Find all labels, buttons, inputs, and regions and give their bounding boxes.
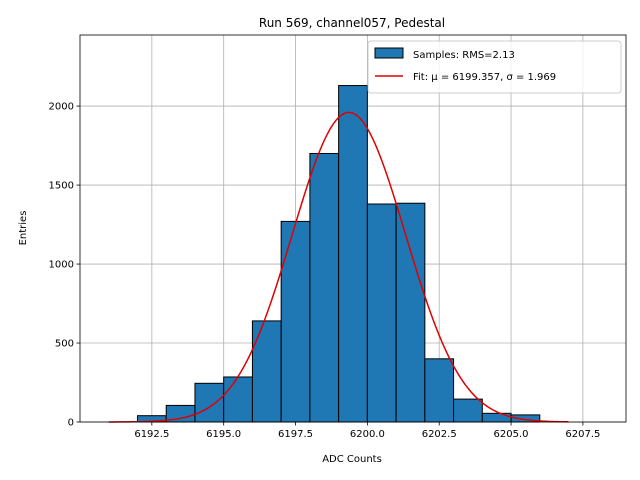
x-tick-label: 6207.5 [565, 429, 600, 440]
legend-label-fit: Fit: μ = 6199.357, σ = 1.969 [413, 72, 556, 83]
histogram-bar [280, 220, 311, 423]
y-axis-label: Entries [18, 211, 29, 246]
histogram-bar [424, 358, 455, 423]
chart-title: Run 569, channel057, Pedestal [259, 16, 445, 30]
histogram-bar [453, 398, 483, 423]
histogram-bar [366, 203, 397, 423]
plot-area: 6192.5 6195.0 6197.5 6200.0 6202.5 6205.0 6207… [49, 34, 627, 440]
x-axis-label: ADC Counts [322, 454, 382, 465]
plot-frame [79, 34, 627, 423]
histogram-bar [395, 202, 426, 423]
x-tick-label: 6202.5 [422, 429, 457, 440]
legend-swatch-histogram [374, 47, 404, 59]
gaussian-fit-curve [108, 111, 569, 423]
legend-box [367, 40, 622, 94]
y-tick-label: 0 [68, 418, 74, 429]
legend: Samples: RMS=2.13 Fit: μ = 6199.357, σ =… [367, 40, 622, 94]
y-tick-label: 2000 [49, 102, 74, 113]
y-tick-label: 500 [55, 339, 74, 350]
histogram-bars [136, 85, 541, 423]
histogram-bar [223, 376, 253, 423]
x-tick-label: 6192.5 [134, 429, 169, 440]
x-tick-label: 6200.0 [350, 429, 385, 440]
histogram-bar [309, 152, 340, 423]
x-axis-ticks: 6192.5 6195.0 6197.5 6200.0 6202.5 6205.0 6207… [134, 422, 600, 440]
x-tick-label: 6197.5 [278, 429, 313, 440]
x-tick-label: 6195.0 [206, 429, 241, 440]
x-tick-label: 6205.0 [494, 429, 529, 440]
histogram-bar [338, 85, 368, 423]
histogram-bar [481, 412, 512, 423]
legend-label-histogram: Samples: RMS=2.13 [413, 50, 515, 61]
histogram-bar [194, 382, 225, 423]
y-tick-label: 1000 [49, 260, 74, 271]
y-axis-ticks: 0 500 1000 1500 2000 [49, 102, 80, 429]
histogram-bar [251, 320, 282, 423]
y-tick-label: 1500 [49, 181, 74, 192]
